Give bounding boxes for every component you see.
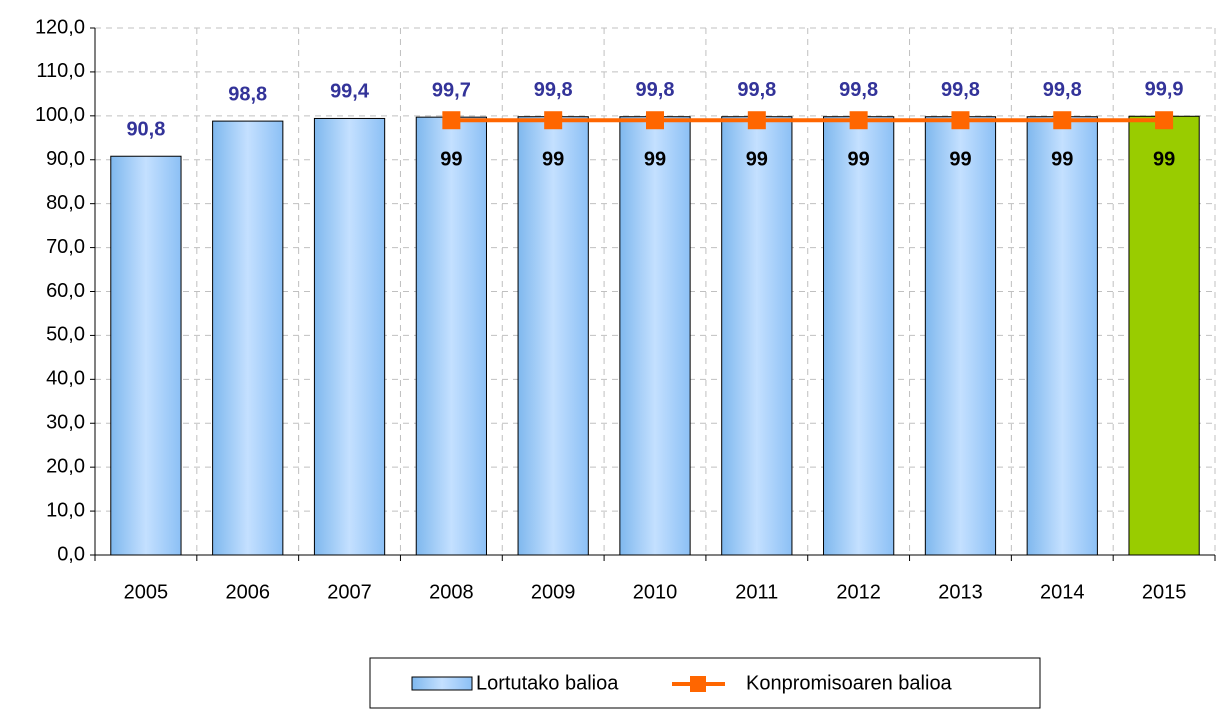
line-value-label: 99: [542, 149, 564, 171]
line-value-label: 99: [848, 149, 870, 171]
bar-value-label: 90,8: [126, 119, 165, 141]
line-marker: [544, 111, 563, 130]
bar-value-label: 99,8: [941, 79, 980, 101]
bar-value-label: 99,8: [636, 79, 675, 101]
bar: [313, 117, 386, 556]
bar: [110, 155, 182, 556]
legend-swatch: [411, 676, 473, 691]
x-tick-label: 2007: [327, 581, 372, 603]
bar-value-label: 99,8: [839, 79, 878, 101]
y-tick-label: 10,0: [46, 499, 85, 521]
line-value-label: 99: [746, 149, 768, 171]
y-tick-label: 110,0: [36, 60, 85, 82]
line-marker: [1053, 111, 1072, 130]
bar: [212, 120, 284, 556]
y-tick-label: 30,0: [46, 412, 85, 434]
bar: [619, 116, 691, 556]
line-value-label: 99: [1153, 149, 1175, 171]
bar: [721, 116, 793, 556]
legend-label: Konpromisoaren balioa: [746, 672, 953, 694]
y-tick-label: 40,0: [46, 368, 85, 390]
x-tick-label: 2014: [1040, 581, 1085, 603]
x-tick-label: 2010: [633, 581, 678, 603]
x-tick-label: 2005: [124, 581, 169, 603]
x-tick-label: 2009: [531, 581, 576, 603]
bar-value-label: 99,8: [1043, 79, 1082, 101]
bar: [517, 116, 589, 556]
bar-value-label: 99,8: [737, 79, 776, 101]
bar-value-label: 99,4: [330, 81, 370, 103]
y-tick-label: 100,0: [35, 104, 85, 126]
line-marker: [951, 111, 970, 130]
legend-marker: [690, 676, 706, 692]
bar: [823, 116, 895, 556]
y-tick-label: 60,0: [46, 280, 85, 302]
line-marker: [1155, 111, 1174, 130]
bar-value-label: 98,8: [228, 83, 267, 105]
y-tick-label: 50,0: [46, 324, 85, 346]
y-tick-label: 70,0: [46, 236, 85, 258]
x-tick-label: 2011: [735, 581, 778, 603]
y-tick-label: 80,0: [46, 192, 85, 214]
line-marker: [646, 111, 664, 130]
legend-label: Lortutako balioa: [476, 672, 619, 694]
line-value-label: 99: [949, 149, 971, 171]
x-tick-label: 2012: [836, 581, 881, 603]
bar: [1128, 115, 1200, 556]
y-tick-label: 90,0: [46, 148, 85, 170]
bar-value-label: 99,8: [534, 79, 573, 101]
bar-value-label: 99,9: [1145, 79, 1184, 101]
bar: [415, 116, 487, 556]
line-marker: [442, 111, 461, 130]
line-value-label: 99: [1051, 149, 1073, 171]
line-value-label: 99: [440, 149, 462, 171]
line-marker: [747, 111, 766, 130]
x-tick-label: 2015: [1142, 581, 1187, 603]
bar: [1026, 116, 1098, 556]
line-value-label: 99: [644, 149, 666, 171]
y-tick-label: 0,0: [57, 543, 85, 565]
line-marker: [849, 111, 868, 130]
x-tick-label: 2006: [225, 581, 270, 603]
x-tick-label: 2008: [429, 581, 474, 603]
y-tick-label: 120,0: [35, 16, 85, 38]
bar: [924, 116, 997, 556]
x-tick-label: 2013: [938, 581, 983, 603]
y-tick-label: 20,0: [46, 455, 85, 477]
bar-value-label: 99,7: [432, 79, 471, 101]
